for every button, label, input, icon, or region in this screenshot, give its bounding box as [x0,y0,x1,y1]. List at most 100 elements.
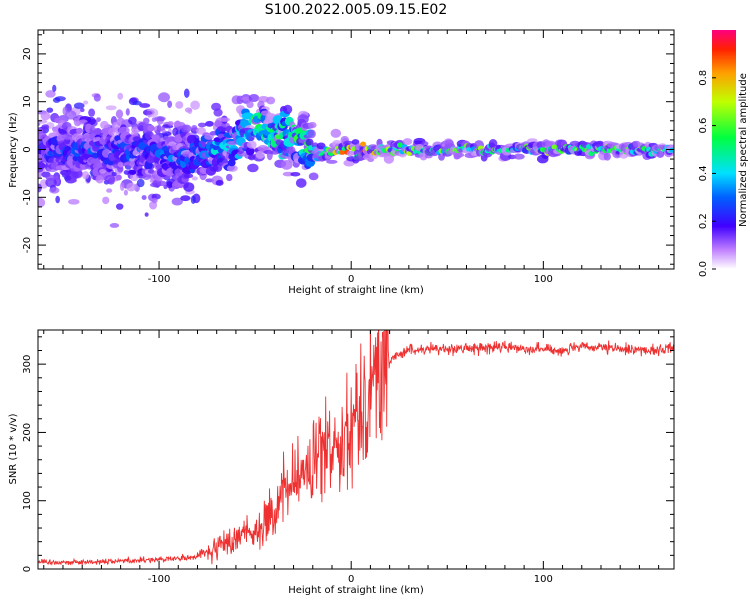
colorbar-tick-label: 0.8 [698,70,709,86]
spectrogram-halo-cell [191,124,198,132]
spectrogram-halo-cell [283,104,293,115]
colorbar-ticks: 0.0 0.2 0.4 0.6 0.8 [698,70,716,277]
spectrogram-halo-cell [73,117,82,127]
spectrogram-noise-cell [128,116,137,125]
spectrogram-halo-cell [421,141,429,146]
spectrogram-noise-cell [171,197,183,206]
spectrogram-ytick-label: 10 [22,95,33,108]
snr-xtick-label: 100 [534,574,553,585]
spectrogram-noise-cell [83,100,89,105]
spectrogram-ridge-cell [115,174,122,181]
colorbar: 0.0 0.2 0.4 0.6 0.8 Normalized spectral ampl… [698,30,749,277]
spectrogram-noise-cell [52,84,57,92]
spectrogram-noise-cell [144,110,153,115]
spectrogram-halo-cell [100,120,109,130]
spectrogram-halo-cell [280,160,293,170]
spectrogram-noise-cell [73,102,85,109]
spectrogram-halo-cell [248,93,260,103]
spectrogram-heatmap [38,84,674,228]
spectrogram-halo-cell [330,128,342,138]
spectrogram-noise-cell [119,182,125,191]
spectrogram-noise-cell [110,171,117,177]
spectrogram-halo-cell [157,180,167,187]
colorbar-gradient [712,30,736,269]
spectrogram-ridge-cell [94,127,102,136]
spectrogram-noise-cell [154,129,161,135]
snr-frame [37,329,675,570]
spectrogram-noise-cell [105,105,117,111]
spectrogram-halo-cell [453,152,465,158]
spectrogram-noise-cell [115,203,124,210]
spectrogram-halo-cell [402,138,413,146]
spectrogram-noise-cell [45,90,56,98]
spectrogram-noise-cell [175,101,184,109]
snr-axes: -100 0 100 0 100 200 300 [22,330,674,585]
spectrogram-ridge-cell [151,134,160,141]
spectrogram-ridge-cell [669,147,674,153]
spectrogram-noise-cell [49,187,60,194]
snr-ytick-label: 100 [22,491,33,510]
spectrogram-halo-cell [151,197,158,204]
spectrogram-noise-cell [123,189,128,196]
spectrogram-halo-cell [226,164,238,172]
spectrogram-ridge-cell [397,142,404,148]
spectrogram-halo-cell [297,114,309,124]
spectrogram-halo-cell [308,121,317,129]
colorbar-label: Normalized spectral amplitude [738,73,749,227]
spectrogram-noise-cell [136,178,145,188]
spectrogram-ridge-cell [76,127,83,134]
spectrogram-halo-cell [246,100,254,109]
spectrogram-halo-cell [45,174,57,181]
colorbar-tick-label: 0.4 [698,165,709,181]
spectrogram-halo-cell [255,150,265,160]
snr-xtick-label: -100 [148,574,171,585]
spectrogram-noise-cell [68,198,80,205]
spectrogram-noise-cell [144,212,149,217]
spectrogram-halo-cell [351,139,360,145]
spectrogram-noise-cell [154,116,166,122]
spectrogram-halo-cell [184,107,193,113]
spectrogram-ridge-cell [360,141,367,147]
spectrogram-noise-cell [141,195,147,200]
spectrogram-noise-cell [130,173,139,182]
spectrogram-noise-cell [158,92,170,103]
snr-xtick-label: 0 [348,574,354,585]
colorbar-tick-label: 0.0 [698,261,709,277]
spectrogram-noise-cell [190,195,196,205]
spectrogram-halo-cell [64,110,77,120]
spectrogram-halo-cell [488,139,498,149]
spectrogram-halo-cell [116,117,125,127]
spectrogram-halo-cell [218,117,231,122]
snr-ytick-label: 300 [22,355,33,374]
spectrogram-ylabel: Frequency (Hz) [8,112,19,188]
snr-ylabel: SNR (10 * v/v) [8,413,19,484]
spectrogram-noise-cell [190,100,200,110]
spectrogram-halo-cell [99,168,107,174]
spectrogram-halo-cell [41,124,50,130]
spectrogram-ridge-cell [147,124,155,132]
spectrogram-noise-cell [183,88,190,98]
spectrogram-halo-cell [603,152,611,161]
snr-xlabel: Height of straight line (km) [288,585,424,596]
spectrogram-noise-cell [151,117,157,122]
spectrogram-ytick-label: -10 [22,189,33,205]
spectrogram-halo-cell [117,161,125,168]
snr-panel: -100 0 100 0 100 200 300 Height of straight li… [8,329,675,596]
spectrogram-ytick-label: -20 [22,237,33,253]
spectrogram-xtick-label: 0 [348,274,354,285]
spectrogram-noise-cell [173,120,182,127]
spectrogram-halo-cell [196,127,207,135]
spectrogram-ridge-cell [227,159,236,167]
spectrogram-halo-cell [93,93,101,102]
spectrogram-xtick-label: 100 [534,274,553,285]
spectrogram-halo-cell [40,111,51,121]
spectrogram-noise-cell [117,92,124,100]
spectrogram-halo-cell [167,121,174,126]
spectrogram-halo-cell [180,195,191,202]
spectrogram-noise-cell [172,127,179,137]
spectrogram-noise-cell [167,100,173,108]
spectrogram-halo-cell [95,175,104,184]
